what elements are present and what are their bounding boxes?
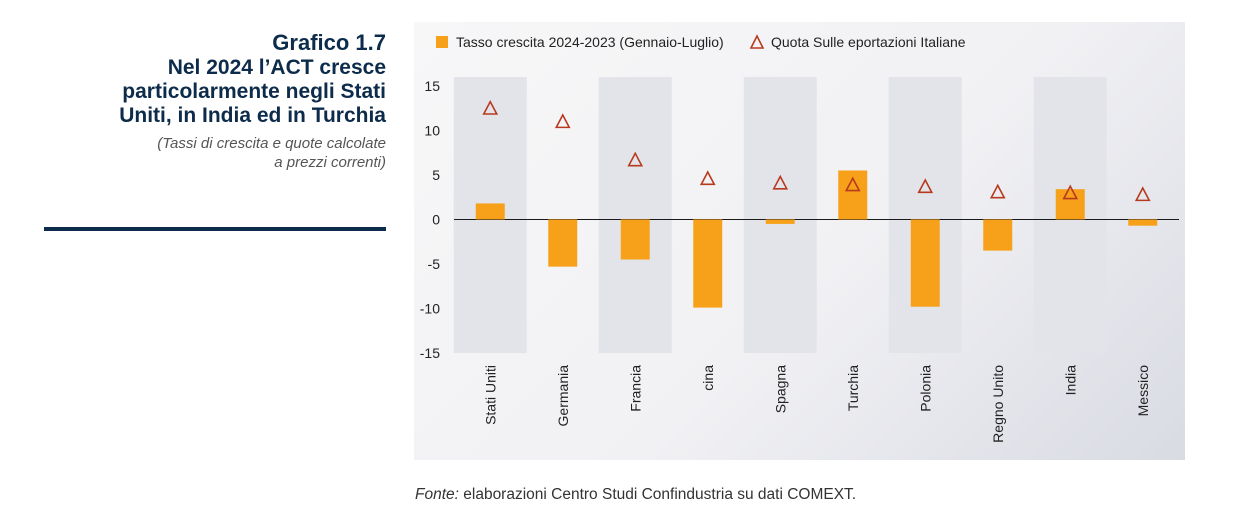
x-tick-label: Germania xyxy=(555,365,571,427)
x-tick-label: Polonia xyxy=(917,365,933,412)
source-label: Fonte: xyxy=(415,486,459,503)
bar xyxy=(1128,219,1158,226)
x-tick-label: Stati Uniti xyxy=(482,365,498,425)
bar xyxy=(620,219,650,260)
quota-marker xyxy=(1062,184,1079,200)
bar xyxy=(983,219,1013,251)
quota-marker xyxy=(482,99,499,115)
bar xyxy=(910,219,940,307)
quota-marker xyxy=(699,170,716,186)
x-tick-label: Spagna xyxy=(772,365,788,413)
source-note: Fonte: elaborazioni Centro Studi Confind… xyxy=(415,486,856,504)
chart-number: Grafico 1.7 xyxy=(272,30,386,55)
y-tick-label: 10 xyxy=(424,122,440,138)
legend-bar-label: Tasso crescita 2024-2023 (Gennaio-Luglio… xyxy=(456,34,724,50)
quota-marker xyxy=(989,183,1006,199)
chart-svg: 15 10 5 0 -5 -10 -15 Stati Uniti Germania Franci… xyxy=(420,34,1179,443)
quota-marker xyxy=(1134,186,1151,202)
category-band xyxy=(743,77,817,353)
legend-marker-swatch xyxy=(749,34,765,49)
category-band xyxy=(598,77,672,353)
chart-heading: Grafico 1.7 Nel 2024 l’ACT cresce partic… xyxy=(40,30,386,172)
x-tick-label: Regno Unito xyxy=(990,365,1006,443)
y-tick-label: -15 xyxy=(420,345,440,361)
x-tick-label: Messico xyxy=(1135,365,1151,417)
heading-divider xyxy=(44,227,386,231)
chart-title: Nel 2024 l’ACT cresce particolarmente ne… xyxy=(119,56,386,127)
bar xyxy=(765,219,795,224)
quota-marker xyxy=(917,178,934,194)
y-tick-label: -5 xyxy=(428,256,441,272)
quota-marker xyxy=(772,174,789,190)
quota-marker xyxy=(554,113,571,129)
bar xyxy=(548,219,578,267)
bar xyxy=(693,219,723,308)
x-tick-label: India xyxy=(1062,365,1078,396)
x-tick-label: Francia xyxy=(627,365,643,412)
y-tick-label: 5 xyxy=(432,167,440,183)
bar xyxy=(475,203,505,220)
x-tick-label: cina xyxy=(700,365,716,391)
quota-marker xyxy=(627,151,644,167)
y-tick-label: 15 xyxy=(424,78,440,94)
legend-marker-label: Quota Sulle eportazioni Italiane xyxy=(771,34,966,50)
x-tick-label: Turchia xyxy=(845,365,861,411)
legend-bar-swatch xyxy=(436,36,448,48)
y-tick-label: -10 xyxy=(420,300,440,316)
quota-marker xyxy=(844,176,861,192)
chart-subtitle: (Tassi di crescita e quote calcolate a p… xyxy=(157,135,386,171)
y-tick-label: 0 xyxy=(432,211,440,227)
bar xyxy=(1055,189,1085,220)
category-band xyxy=(888,77,962,353)
source-text: elaborazioni Centro Studi Confindustria … xyxy=(458,486,857,503)
chart-area: 15 10 5 0 -5 -10 -15 Stati Uniti Germania Franci… xyxy=(414,22,1185,460)
